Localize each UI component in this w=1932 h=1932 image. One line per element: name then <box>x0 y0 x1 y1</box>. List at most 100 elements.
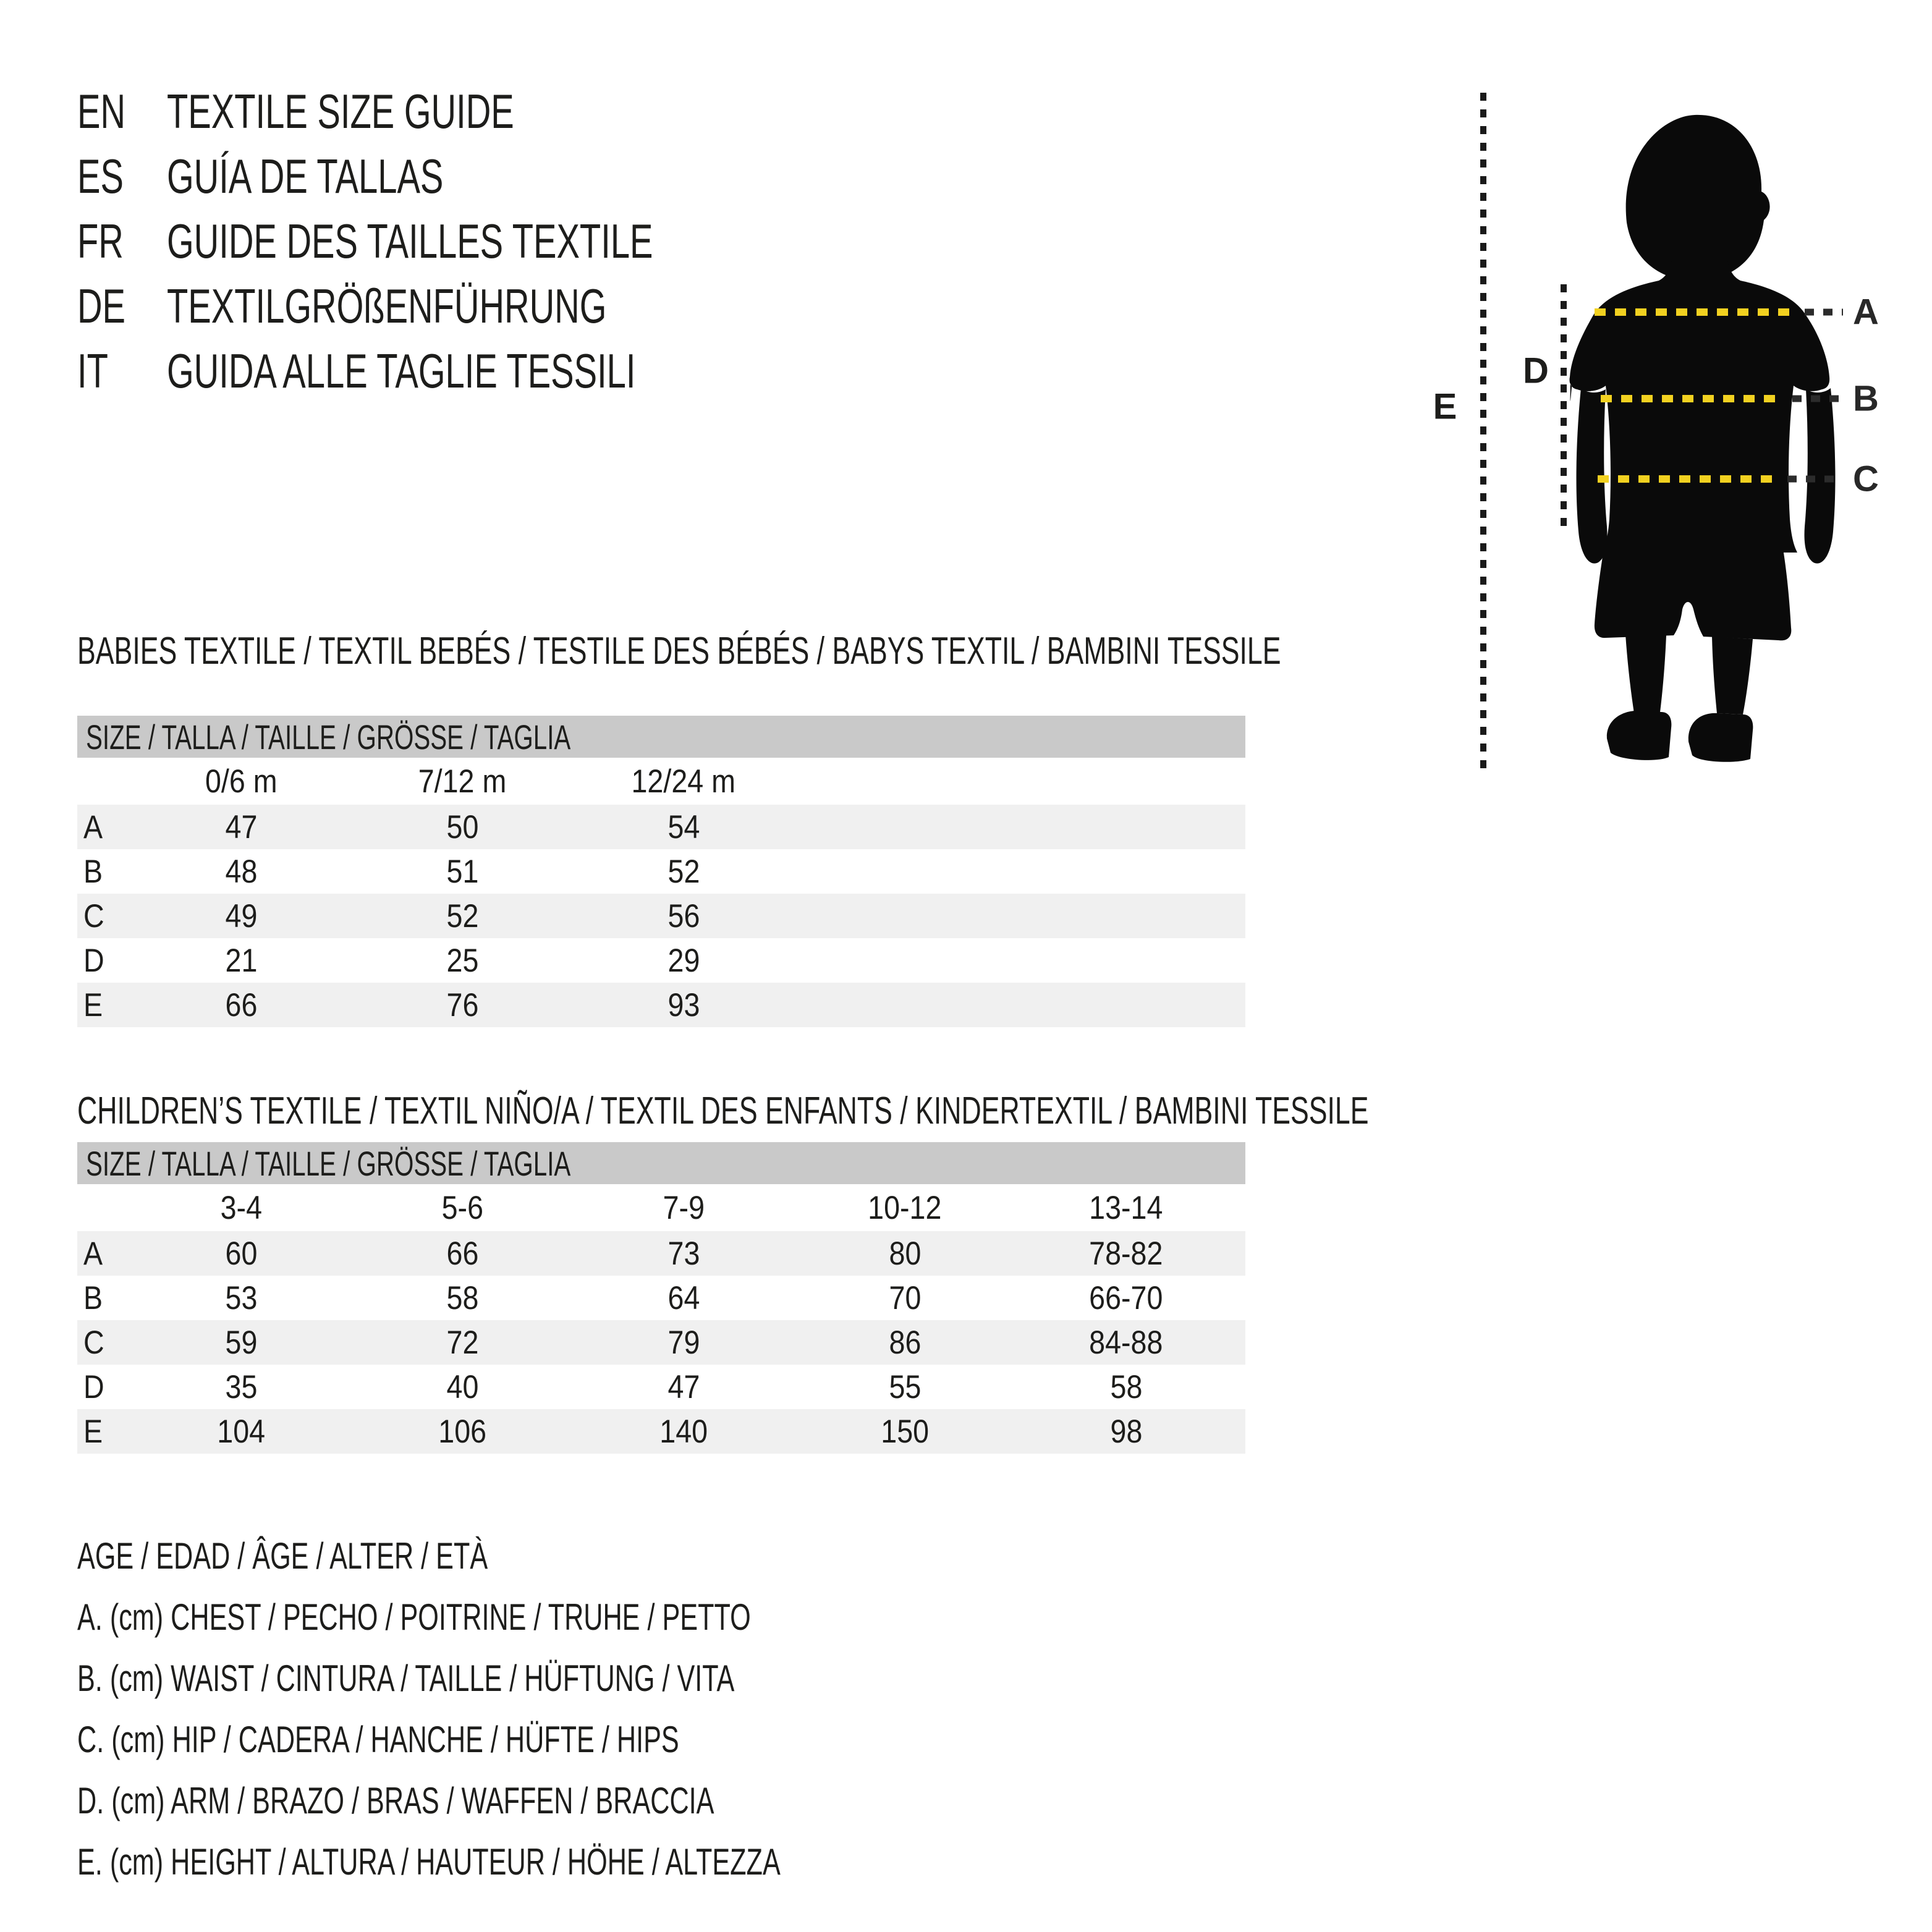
legend-hip: C. (cm) HIP / CADERA / HANCHE / HÜFTE / … <box>77 1719 679 1760</box>
value-cell: 52 <box>667 853 700 890</box>
silhouette-right-leg <box>1712 637 1753 714</box>
value-cell: 58 <box>1110 1368 1142 1405</box>
silhouette-head <box>1625 114 1770 281</box>
value-cell: 40 <box>446 1368 478 1405</box>
guide-title-fr: GUIDE DES TAILLES TEXTILE <box>167 214 653 268</box>
label-waist-B: B <box>1853 379 1879 419</box>
value-cell: 79 <box>667 1324 700 1361</box>
silhouette-left-sleeve-edge <box>1569 315 1606 391</box>
value-cell: 84-88 <box>1089 1324 1163 1361</box>
children-table-header-bar: SIZE / TALLA / TAILLE / GRÖSSE / TAGLIA <box>77 1142 1245 1184</box>
child-measurement-diagram: A B C D E <box>1433 93 1879 769</box>
language-code: IT <box>77 344 108 398</box>
value-cell: 80 <box>889 1235 921 1272</box>
table-row-C: C 59 72 79 86 84-88 <box>77 1320 1245 1365</box>
value-cell: 47 <box>667 1368 700 1405</box>
table-row-D: D 35 40 47 55 58 <box>77 1365 1245 1409</box>
value-cell: 50 <box>446 808 478 845</box>
value-cell: 73 <box>667 1235 700 1272</box>
language-code: ES <box>77 149 124 203</box>
column-header: 12/24 m <box>631 763 736 800</box>
value-cell: 60 <box>225 1235 257 1272</box>
value-cell: 52 <box>446 897 478 934</box>
column-header: 13-14 <box>1089 1189 1163 1226</box>
value-cell: 25 <box>446 942 478 979</box>
label-height-E: E <box>1433 387 1457 427</box>
guide-title-it: GUIDA ALLE TAGLIE TESSILI <box>167 344 636 398</box>
value-cell: 55 <box>889 1368 921 1405</box>
size-header-label: SIZE / TALLA / TAILLE / GRÖSSE / TAGLIA <box>86 717 571 756</box>
silhouette-right-arm <box>1804 388 1836 564</box>
value-cell: 70 <box>889 1279 921 1316</box>
value-cell: 93 <box>667 986 700 1023</box>
value-cell: 56 <box>667 897 700 934</box>
table-row-B: B 48 51 52 <box>77 849 1245 894</box>
row-label: D <box>83 942 104 979</box>
silhouette-shorts <box>1594 545 1792 641</box>
value-cell: 76 <box>446 986 478 1023</box>
language-code: DE <box>77 279 126 333</box>
column-header: 7/12 m <box>418 763 507 800</box>
language-row-en: EN TEXTILE SIZE GUIDE <box>77 79 842 144</box>
row-label: E <box>83 986 103 1023</box>
legend-height: E. (cm) HEIGHT / ALTURA / HAUTEUR / HÖHE… <box>77 1841 781 1883</box>
guide-title-es: GUÍA DE TALLAS <box>167 149 444 203</box>
language-row-it: IT GUIDA ALLE TAGLIE TESSILI <box>77 339 842 404</box>
silhouette-right-shoe <box>1688 713 1753 762</box>
value-cell: 29 <box>667 942 700 979</box>
column-header: 3-4 <box>220 1189 262 1226</box>
value-cell: 47 <box>225 808 257 845</box>
value-cell: 140 <box>659 1413 708 1450</box>
value-cell: 150 <box>881 1413 929 1450</box>
value-cell: 66 <box>225 986 257 1023</box>
row-label: C <box>83 897 104 934</box>
language-row-es: ES GUÍA DE TALLAS <box>77 144 842 209</box>
row-label: E <box>83 1413 103 1450</box>
children-column-headers: 3-4 5-6 7-9 10-12 13-14 <box>77 1184 1245 1231</box>
silhouette-left-leg <box>1625 634 1666 713</box>
table-row-E: E 66 76 93 <box>77 983 1245 1027</box>
table-row-C: C 49 52 56 <box>77 894 1245 938</box>
value-cell: 49 <box>225 897 257 934</box>
row-label: B <box>83 1279 103 1316</box>
value-cell: 66-70 <box>1089 1279 1163 1316</box>
value-cell: 64 <box>667 1279 700 1316</box>
column-header: 7-9 <box>663 1189 705 1226</box>
value-cell: 66 <box>446 1235 478 1272</box>
value-cell: 104 <box>217 1413 265 1450</box>
row-label: B <box>83 853 103 890</box>
table-row-A: A 60 66 73 80 78-82 <box>77 1231 1245 1276</box>
value-cell: 51 <box>446 853 478 890</box>
guide-title-de: TEXTILGRÖßENFÜHRUNG <box>167 279 607 333</box>
label-chest-A: A <box>1853 292 1879 333</box>
table-row-E: E 104 106 140 150 98 <box>77 1409 1245 1454</box>
table-row-B: B 53 58 64 70 66-70 <box>77 1276 1245 1320</box>
guide-title-en: TEXTILE SIZE GUIDE <box>167 84 514 138</box>
legend-arm: D. (cm) ARM / BRAZO / BRAS / WAFFEN / BR… <box>77 1780 714 1821</box>
row-label: A <box>83 808 103 845</box>
children-size-table: SIZE / TALLA / TAILLE / GRÖSSE / TAGLIA … <box>77 1142 1245 1454</box>
column-header: 10-12 <box>868 1189 942 1226</box>
children-section-title: CHILDREN’S TEXTILE / TEXTIL NIÑO/A / TEX… <box>77 1090 1369 1132</box>
label-arm-D: D <box>1523 351 1549 391</box>
label-hip-C: C <box>1853 459 1879 499</box>
language-row-fr: FR GUIDE DES TAILLES TEXTILE <box>77 209 842 274</box>
value-cell: 98 <box>1110 1413 1142 1450</box>
language-code: EN <box>77 84 126 138</box>
value-cell: 21 <box>225 942 257 979</box>
value-cell: 86 <box>889 1324 921 1361</box>
table-row-D: D 21 25 29 <box>77 938 1245 983</box>
value-cell: 72 <box>446 1324 478 1361</box>
column-header: 0/6 m <box>205 763 278 800</box>
language-code: FR <box>77 214 124 268</box>
value-cell: 78-82 <box>1089 1235 1163 1272</box>
value-cell: 106 <box>438 1413 486 1450</box>
row-label: A <box>83 1235 103 1272</box>
babies-section-title: BABIES TEXTILE / TEXTIL BEBÉS / TESTILE … <box>77 630 1281 672</box>
value-cell: 58 <box>446 1279 478 1316</box>
row-label: C <box>83 1324 104 1361</box>
babies-table-header-bar: SIZE / TALLA / TAILLE / GRÖSSE / TAGLIA <box>77 716 1245 758</box>
language-row-de: DE TEXTILGRÖßENFÜHRUNG <box>77 274 842 339</box>
measurement-legend: AGE / EDAD / ÂGE / ALTER / ETÀ A. (cm) C… <box>77 1525 1054 1892</box>
